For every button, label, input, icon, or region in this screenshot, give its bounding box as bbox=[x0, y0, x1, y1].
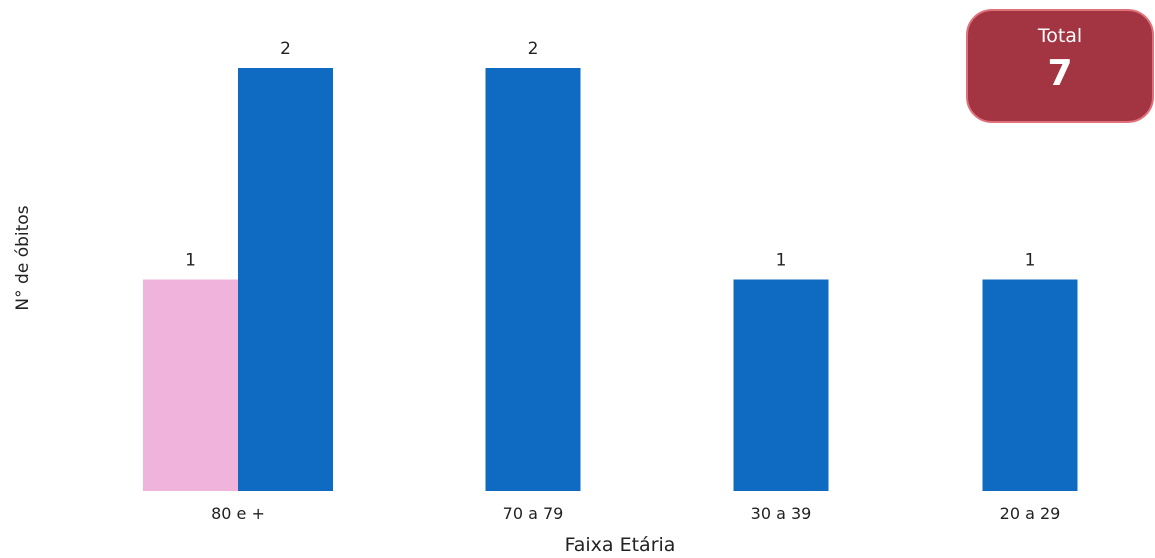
x-tick-label: 20 a 29 bbox=[1000, 504, 1061, 523]
total-card: Total 7 bbox=[966, 9, 1154, 123]
x-tick-label: 70 a 79 bbox=[503, 504, 564, 523]
bars-layer bbox=[143, 68, 1078, 491]
total-value: 7 bbox=[1047, 53, 1073, 94]
data-labels-layer: 1 2 2 1 1 bbox=[185, 39, 1035, 271]
data-label: 2 bbox=[528, 39, 539, 59]
bar-20-a-29-series-2 bbox=[982, 279, 1078, 491]
y-axis-title: N° de óbitos bbox=[13, 205, 33, 310]
x-tick-labels: 80 e + 70 a 79 30 a 39 20 a 29 bbox=[211, 504, 1060, 523]
bar-80-e-plus-series-1 bbox=[143, 279, 238, 491]
bar-80-e-plus-series-2 bbox=[238, 68, 333, 491]
total-label: Total bbox=[1037, 25, 1083, 47]
data-label: 2 bbox=[280, 39, 291, 59]
data-label: 1 bbox=[776, 251, 787, 271]
bar-30-a-39-series-2 bbox=[733, 279, 829, 491]
data-label: 1 bbox=[1025, 251, 1036, 271]
x-tick-label: 80 e + bbox=[211, 504, 265, 523]
data-label: 1 bbox=[185, 251, 196, 271]
bar-70-a-79-series-2 bbox=[485, 68, 581, 491]
x-axis-title: Faixa Etária bbox=[565, 534, 676, 556]
x-tick-label: 30 a 39 bbox=[751, 504, 812, 523]
